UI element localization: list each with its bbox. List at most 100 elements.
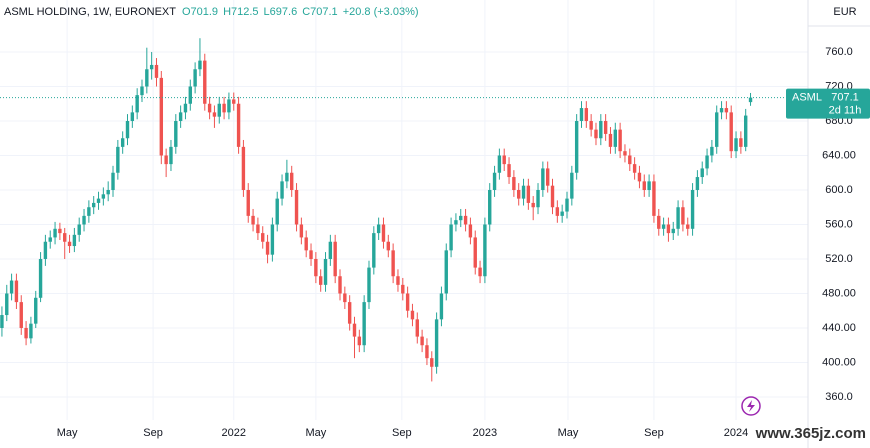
candle-body: [502, 155, 506, 165]
y-tick-label: 400.00: [822, 356, 856, 368]
candle-body: [401, 284, 405, 294]
candle-body: [174, 120, 178, 147]
x-tick-label: 2023: [473, 427, 497, 439]
candle-body: [116, 146, 120, 173]
candle-body: [135, 95, 139, 113]
candle-body: [290, 172, 294, 190]
candle-body: [120, 138, 125, 147]
candle-body: [661, 224, 666, 229]
candle-body: [415, 319, 419, 337]
candle-body: [164, 155, 168, 165]
candle-body: [241, 146, 246, 190]
candle-body: [478, 267, 482, 277]
candle-body: [705, 155, 709, 169]
candle-body: [101, 194, 106, 199]
candle-body: [719, 108, 724, 113]
price-tag-symbol: ASML: [792, 92, 822, 104]
watermark: www.365jz.com: [755, 425, 866, 442]
candle-body: [686, 224, 690, 229]
candle-body: [526, 185, 531, 203]
candle-body: [536, 189, 540, 208]
candle-body: [531, 202, 535, 208]
x-tick-label: May: [57, 427, 78, 439]
price-tag: [786, 88, 870, 119]
candle-body: [642, 181, 646, 190]
candle-body: [454, 220, 458, 225]
candle-body: [386, 241, 391, 251]
chart-title: ASML HOLDING, 1W, EURONEXT: [4, 6, 176, 18]
candle-body: [497, 155, 502, 173]
candle-body: [430, 358, 434, 367]
candle-body: [570, 172, 574, 199]
candle-body: [381, 224, 386, 242]
candle-body: [584, 108, 589, 121]
candle-body: [541, 168, 545, 190]
candle-body: [545, 168, 550, 186]
candle-body: [715, 112, 719, 147]
candle-body: [333, 241, 337, 277]
candle-body: [444, 250, 448, 294]
candle-body: [632, 164, 637, 173]
candle-body: [603, 120, 608, 134]
candle-body: [198, 60, 202, 70]
candle-body: [463, 215, 468, 225]
candle-body: [48, 237, 52, 242]
x-tick-label: Sep: [143, 427, 163, 439]
candle-body: [628, 155, 632, 165]
candle-body: [671, 228, 675, 234]
candle-body: [285, 172, 289, 182]
x-tick-label: Sep: [644, 427, 664, 439]
candle-body: [579, 108, 584, 121]
candle-body: [589, 120, 593, 130]
candle-body: [261, 233, 265, 242]
candle-body: [739, 138, 743, 147]
alert-icon[interactable]: [741, 396, 761, 416]
candle-body: [347, 302, 352, 324]
candle-body: [666, 224, 671, 234]
candle-body: [0, 315, 4, 328]
candle-body: [149, 64, 154, 70]
candle-body: [647, 181, 651, 190]
candle-body: [681, 207, 685, 225]
candle-body: [183, 103, 188, 113]
candle-body: [565, 198, 569, 212]
candle-body: [459, 215, 463, 221]
candle-body: [323, 258, 328, 285]
candle-body: [77, 224, 81, 235]
alert-icon-bolt: [747, 400, 755, 412]
candle-body: [410, 310, 415, 320]
candle-body: [140, 86, 144, 96]
candle-body: [5, 293, 9, 316]
candle-body: [53, 228, 57, 238]
candle-body: [19, 302, 23, 328]
y-tick-label: 760.0: [825, 46, 853, 58]
y-tick-label: 440.00: [822, 322, 856, 334]
candle-body: [207, 103, 212, 113]
x-tick-label: Sep: [392, 427, 412, 439]
candle-body: [734, 138, 738, 152]
candle-body: [294, 189, 299, 225]
candle-body: [343, 293, 347, 303]
candle-body: [29, 323, 33, 339]
candle-body: [236, 103, 241, 147]
candle-body: [391, 250, 395, 277]
candle-body: [178, 112, 183, 121]
candle-body: [309, 250, 313, 259]
candle-body: [376, 224, 381, 234]
candle-body: [130, 112, 135, 121]
y-tick-label: 560.0: [825, 218, 853, 230]
candle-body: [439, 293, 444, 320]
candle-body: [280, 181, 284, 199]
legend-value: C707.1: [302, 6, 337, 18]
candle-body: [357, 336, 362, 346]
candle-body: [203, 60, 207, 104]
candle-body: [517, 189, 521, 199]
candle-body: [72, 234, 77, 247]
candle-body: [328, 241, 333, 259]
candle-body: [695, 177, 700, 190]
candle-body: [275, 198, 279, 225]
y-tick-label: 640.00: [822, 149, 856, 161]
candle-body: [169, 146, 173, 165]
candle-body: [405, 293, 410, 311]
